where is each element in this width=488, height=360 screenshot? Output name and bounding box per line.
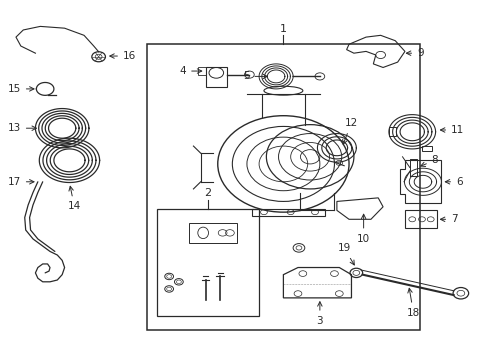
Text: 11: 11 (440, 125, 464, 135)
Bar (157, 208, 259, 316)
Text: 2: 2 (204, 188, 211, 198)
Bar (421, 146, 431, 152)
Text: 3: 3 (316, 302, 323, 326)
Text: 7: 7 (440, 214, 457, 224)
Text: 4: 4 (179, 66, 202, 76)
Text: 5: 5 (242, 71, 267, 81)
Text: 14: 14 (67, 186, 81, 211)
Text: 18: 18 (406, 288, 419, 318)
Text: 9: 9 (406, 48, 423, 58)
Bar (388, 127, 395, 136)
Text: 8: 8 (420, 156, 437, 166)
Bar (147, 44, 419, 330)
Text: 12: 12 (342, 118, 357, 144)
Bar (205, 67, 227, 87)
Text: 16: 16 (110, 51, 136, 61)
Text: 1: 1 (279, 23, 286, 33)
Bar (198, 67, 205, 75)
Text: 10: 10 (356, 214, 369, 244)
Text: 15: 15 (8, 84, 34, 94)
Text: 17: 17 (8, 177, 34, 187)
Text: 19: 19 (337, 243, 354, 265)
Text: 13: 13 (8, 123, 36, 133)
Text: 6: 6 (445, 177, 462, 187)
